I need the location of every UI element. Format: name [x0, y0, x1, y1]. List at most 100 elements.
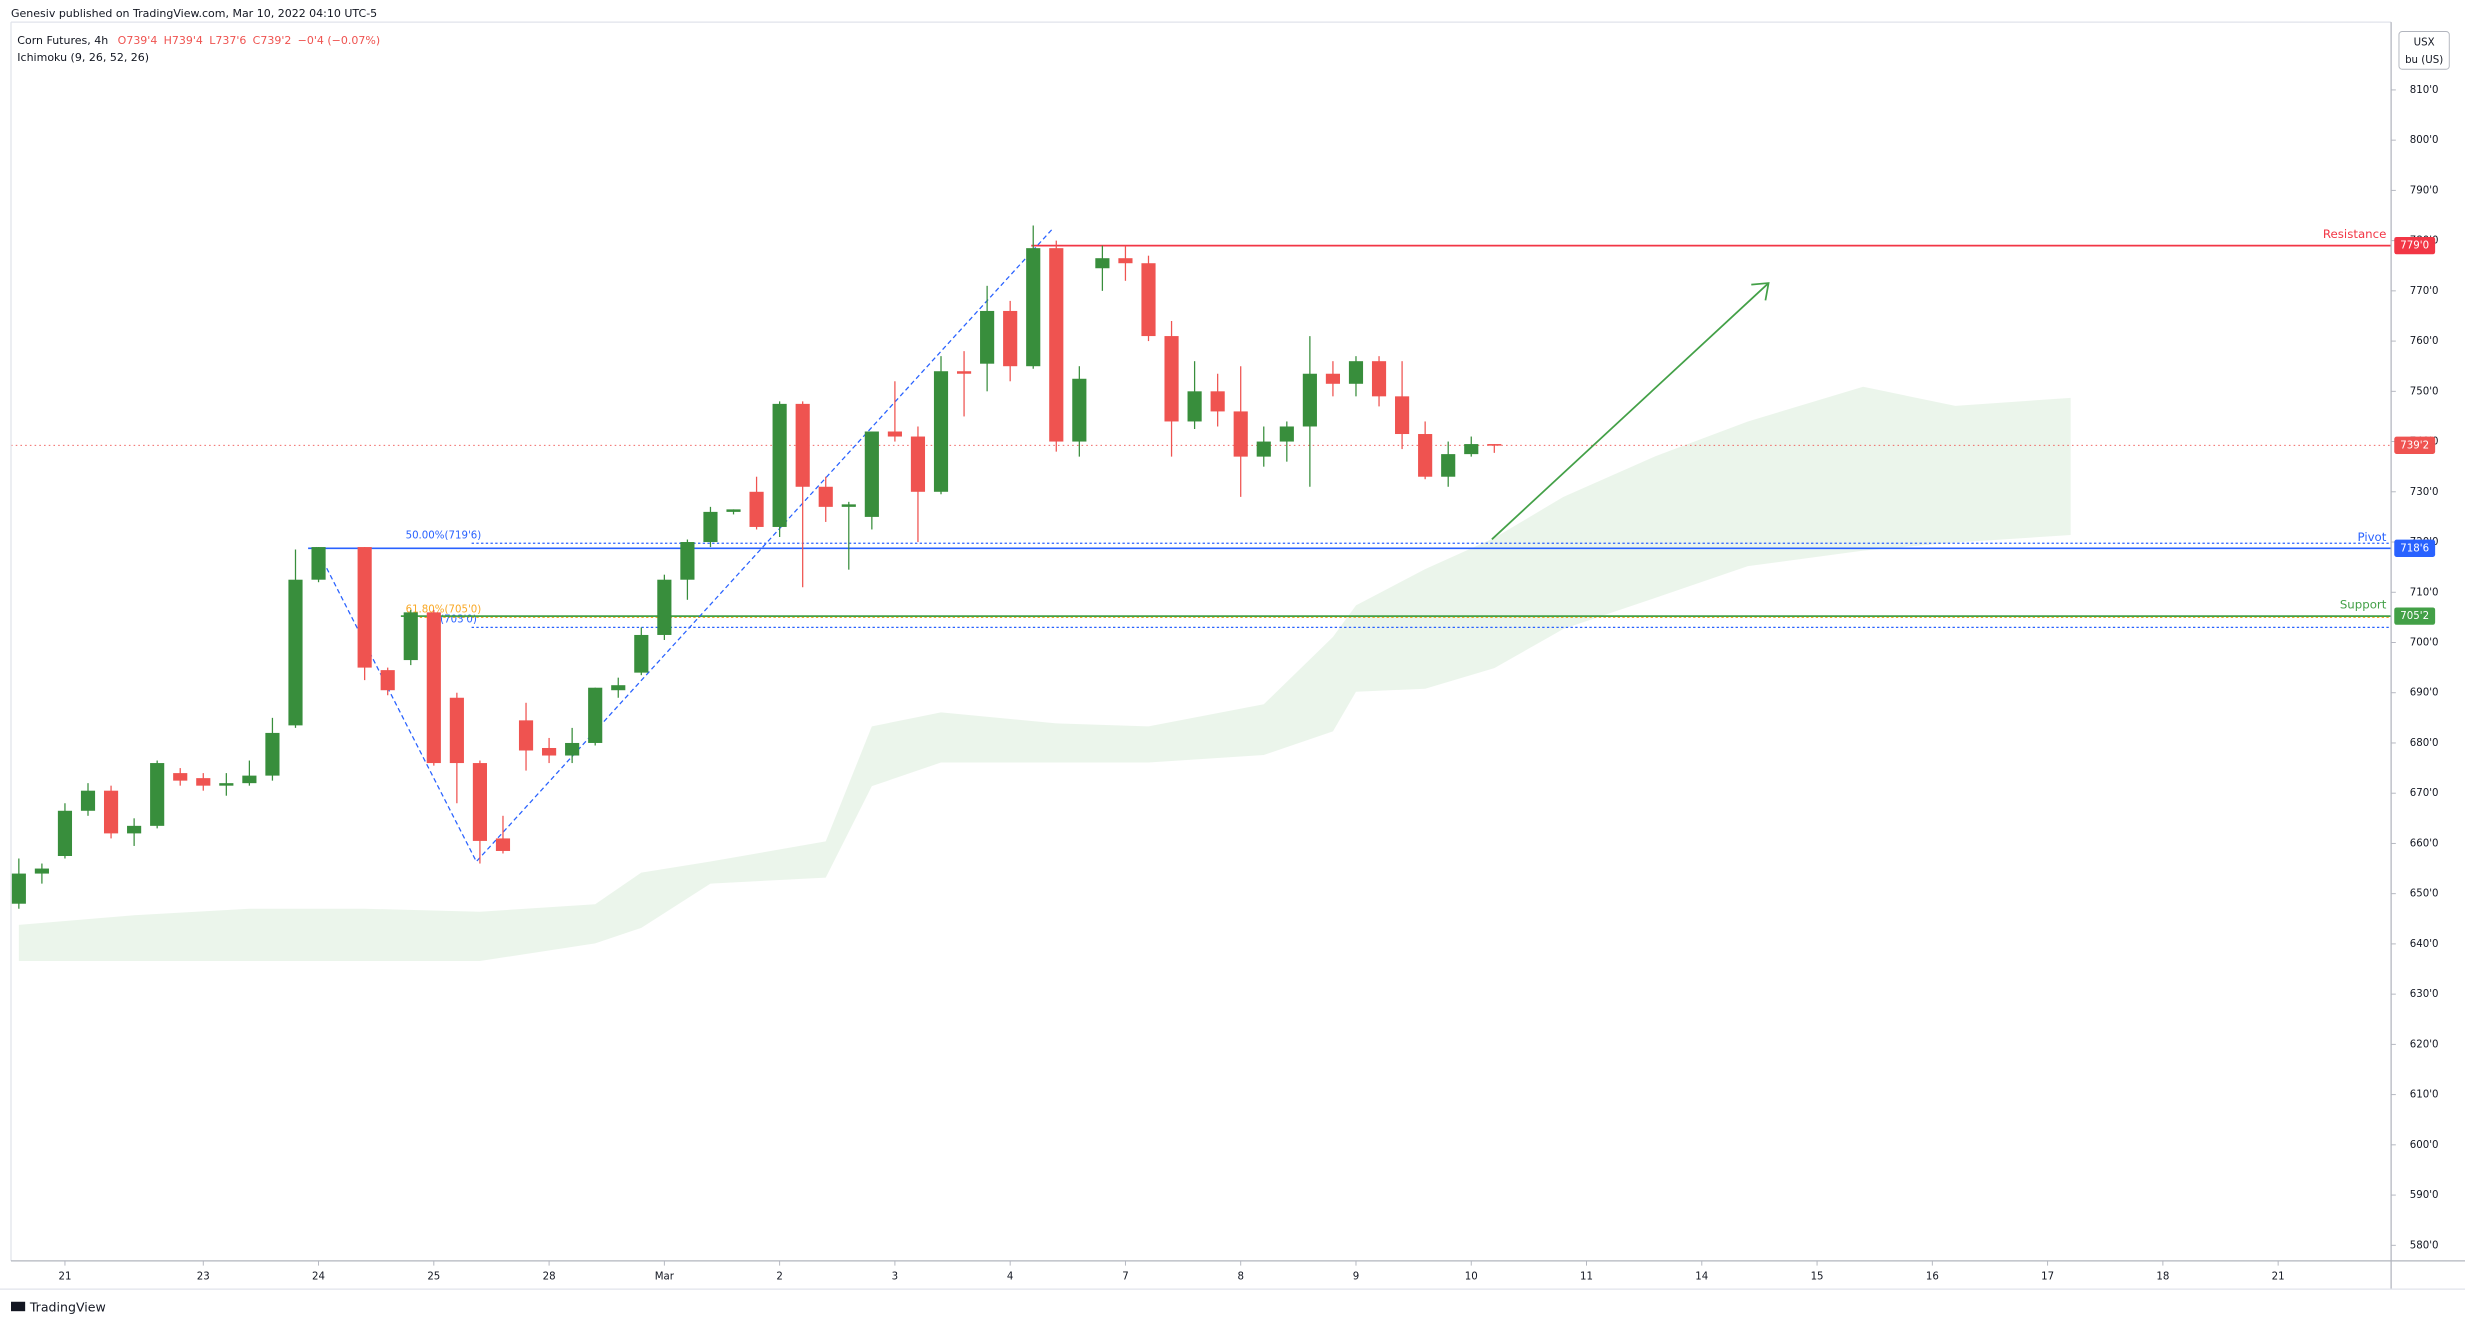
arrow-head: [1751, 282, 1770, 301]
candle-body: [1141, 263, 1156, 337]
x-tick-label: 18: [2156, 1272, 2169, 1283]
logo-mark: [11, 1301, 26, 1312]
level-name: Support: [2340, 598, 2387, 612]
indicator-label: Ichimoku (9, 26, 52, 26): [17, 51, 149, 64]
level-name: Resistance: [2323, 227, 2387, 241]
unit: bu (US): [2405, 55, 2443, 66]
cloud-layer: [18, 386, 2071, 961]
currency-box[interactable]: [2398, 31, 2450, 70]
level-price-label: 779'0: [2400, 241, 2429, 252]
title: Corn Futures, 4h: [17, 34, 108, 47]
fib-level-label: 61.80%(705'0): [406, 605, 482, 616]
candle-body: [1418, 434, 1433, 477]
candle-body: [657, 579, 672, 635]
candle-body: [1210, 391, 1225, 412]
candle-body: [403, 612, 418, 661]
y-tick-label: 690'0: [2410, 688, 2439, 699]
candle-body: [495, 838, 511, 851]
candle-body: [864, 431, 879, 517]
candle-body: [749, 491, 764, 527]
currency: USX: [2414, 38, 2435, 49]
candle-body: [980, 310, 995, 364]
y-tick-label: 760'0: [2410, 336, 2439, 347]
candle-body: [1441, 454, 1456, 477]
y-tick-label: 790'0: [2410, 185, 2439, 196]
fib-level-label: 50.00%(719'6): [406, 530, 482, 541]
x-tick-label: 28: [543, 1272, 556, 1283]
candle-body: [127, 825, 142, 834]
candle-body: [1187, 391, 1202, 422]
y-tick-label: 710'0: [2410, 587, 2439, 598]
x-tick-label: 11: [1580, 1272, 1593, 1283]
candle-body: [196, 778, 211, 786]
y-tick-label: 660'0: [2410, 838, 2439, 849]
candle-body: [1371, 361, 1387, 397]
candle-body: [703, 511, 718, 543]
x-tick-label: 17: [2041, 1272, 2054, 1283]
ohlc-open: O739'4: [118, 34, 158, 47]
candle-body: [518, 720, 534, 751]
current-price-label: 739'2: [2400, 440, 2429, 451]
candle-body: [265, 732, 280, 776]
candle-body: [818, 486, 833, 507]
publisher: Genesiv published on TradingView.com, Ma…: [11, 7, 377, 20]
level-price-box: [2394, 607, 2436, 625]
y-tick-label: 610'0: [2410, 1090, 2439, 1101]
brand: TradingView: [29, 1300, 106, 1315]
candle-body: [80, 790, 96, 811]
y-tick-label: 580'0: [2410, 1240, 2439, 1251]
x-tick-label: 10: [1465, 1272, 1478, 1283]
x-tick-label: 24: [312, 1272, 325, 1283]
ohlc-low: L737'6: [209, 34, 246, 47]
x-tick-label: 3: [892, 1272, 899, 1283]
candle-body: [426, 612, 441, 764]
candle-body: [1348, 361, 1364, 384]
y-tick-label: 670'0: [2410, 788, 2439, 799]
ohlc-close: C739'2: [253, 34, 292, 47]
candle-body: [1003, 310, 1018, 367]
level-price-box: [2394, 539, 2436, 557]
candle-body: [173, 773, 188, 781]
x-tick-label: 8: [1237, 1272, 1244, 1283]
candle-body: [680, 542, 695, 580]
candle-body: [103, 790, 119, 834]
level-price-box: [2394, 236, 2436, 255]
level-price-label: 718'6: [2400, 543, 2429, 554]
x-tick-label: 23: [197, 1272, 210, 1283]
x-tick-label: 16: [1926, 1272, 1939, 1283]
candle-body: [1072, 378, 1087, 442]
y-tick-label: 800'0: [2410, 135, 2439, 146]
candle-body: [1395, 396, 1410, 435]
candle-body: [150, 763, 165, 826]
candle-body: [565, 742, 580, 756]
x-tick-label: 21: [2272, 1272, 2285, 1283]
y-tick-label: 620'0: [2410, 1039, 2439, 1050]
candle-body: [910, 436, 926, 492]
fib-level-label: (703'0): [440, 615, 477, 626]
y-tick-label: 680'0: [2410, 738, 2439, 749]
x-tick-label: 2: [776, 1272, 783, 1283]
candle-body: [11, 873, 26, 904]
candle-body: [1026, 248, 1041, 367]
candle-body: [219, 783, 234, 786]
y-tick-label: 730'0: [2410, 487, 2439, 498]
x-tick-label: 25: [427, 1272, 440, 1283]
x-tick-label: 21: [58, 1272, 71, 1283]
candle-body: [1464, 444, 1479, 455]
candle-body: [1256, 441, 1271, 457]
candle-body: [1095, 258, 1110, 269]
y-tick-label: 600'0: [2410, 1140, 2439, 1151]
candle-body: [357, 547, 372, 668]
y-tick-label: 770'0: [2410, 286, 2439, 297]
y-tick-label: 750'0: [2410, 386, 2439, 397]
candle-body: [242, 775, 257, 784]
candle-body: [288, 579, 303, 726]
candle-body: [726, 509, 741, 512]
ohlc-change: −0'4 (−0.07%): [298, 34, 380, 47]
candle-body: [1164, 336, 1179, 422]
y-tick-label: 630'0: [2410, 989, 2439, 1000]
y-tick-label: 810'0: [2410, 85, 2439, 96]
candles-layer: [11, 225, 1502, 909]
y-tick-label: 650'0: [2410, 889, 2439, 900]
